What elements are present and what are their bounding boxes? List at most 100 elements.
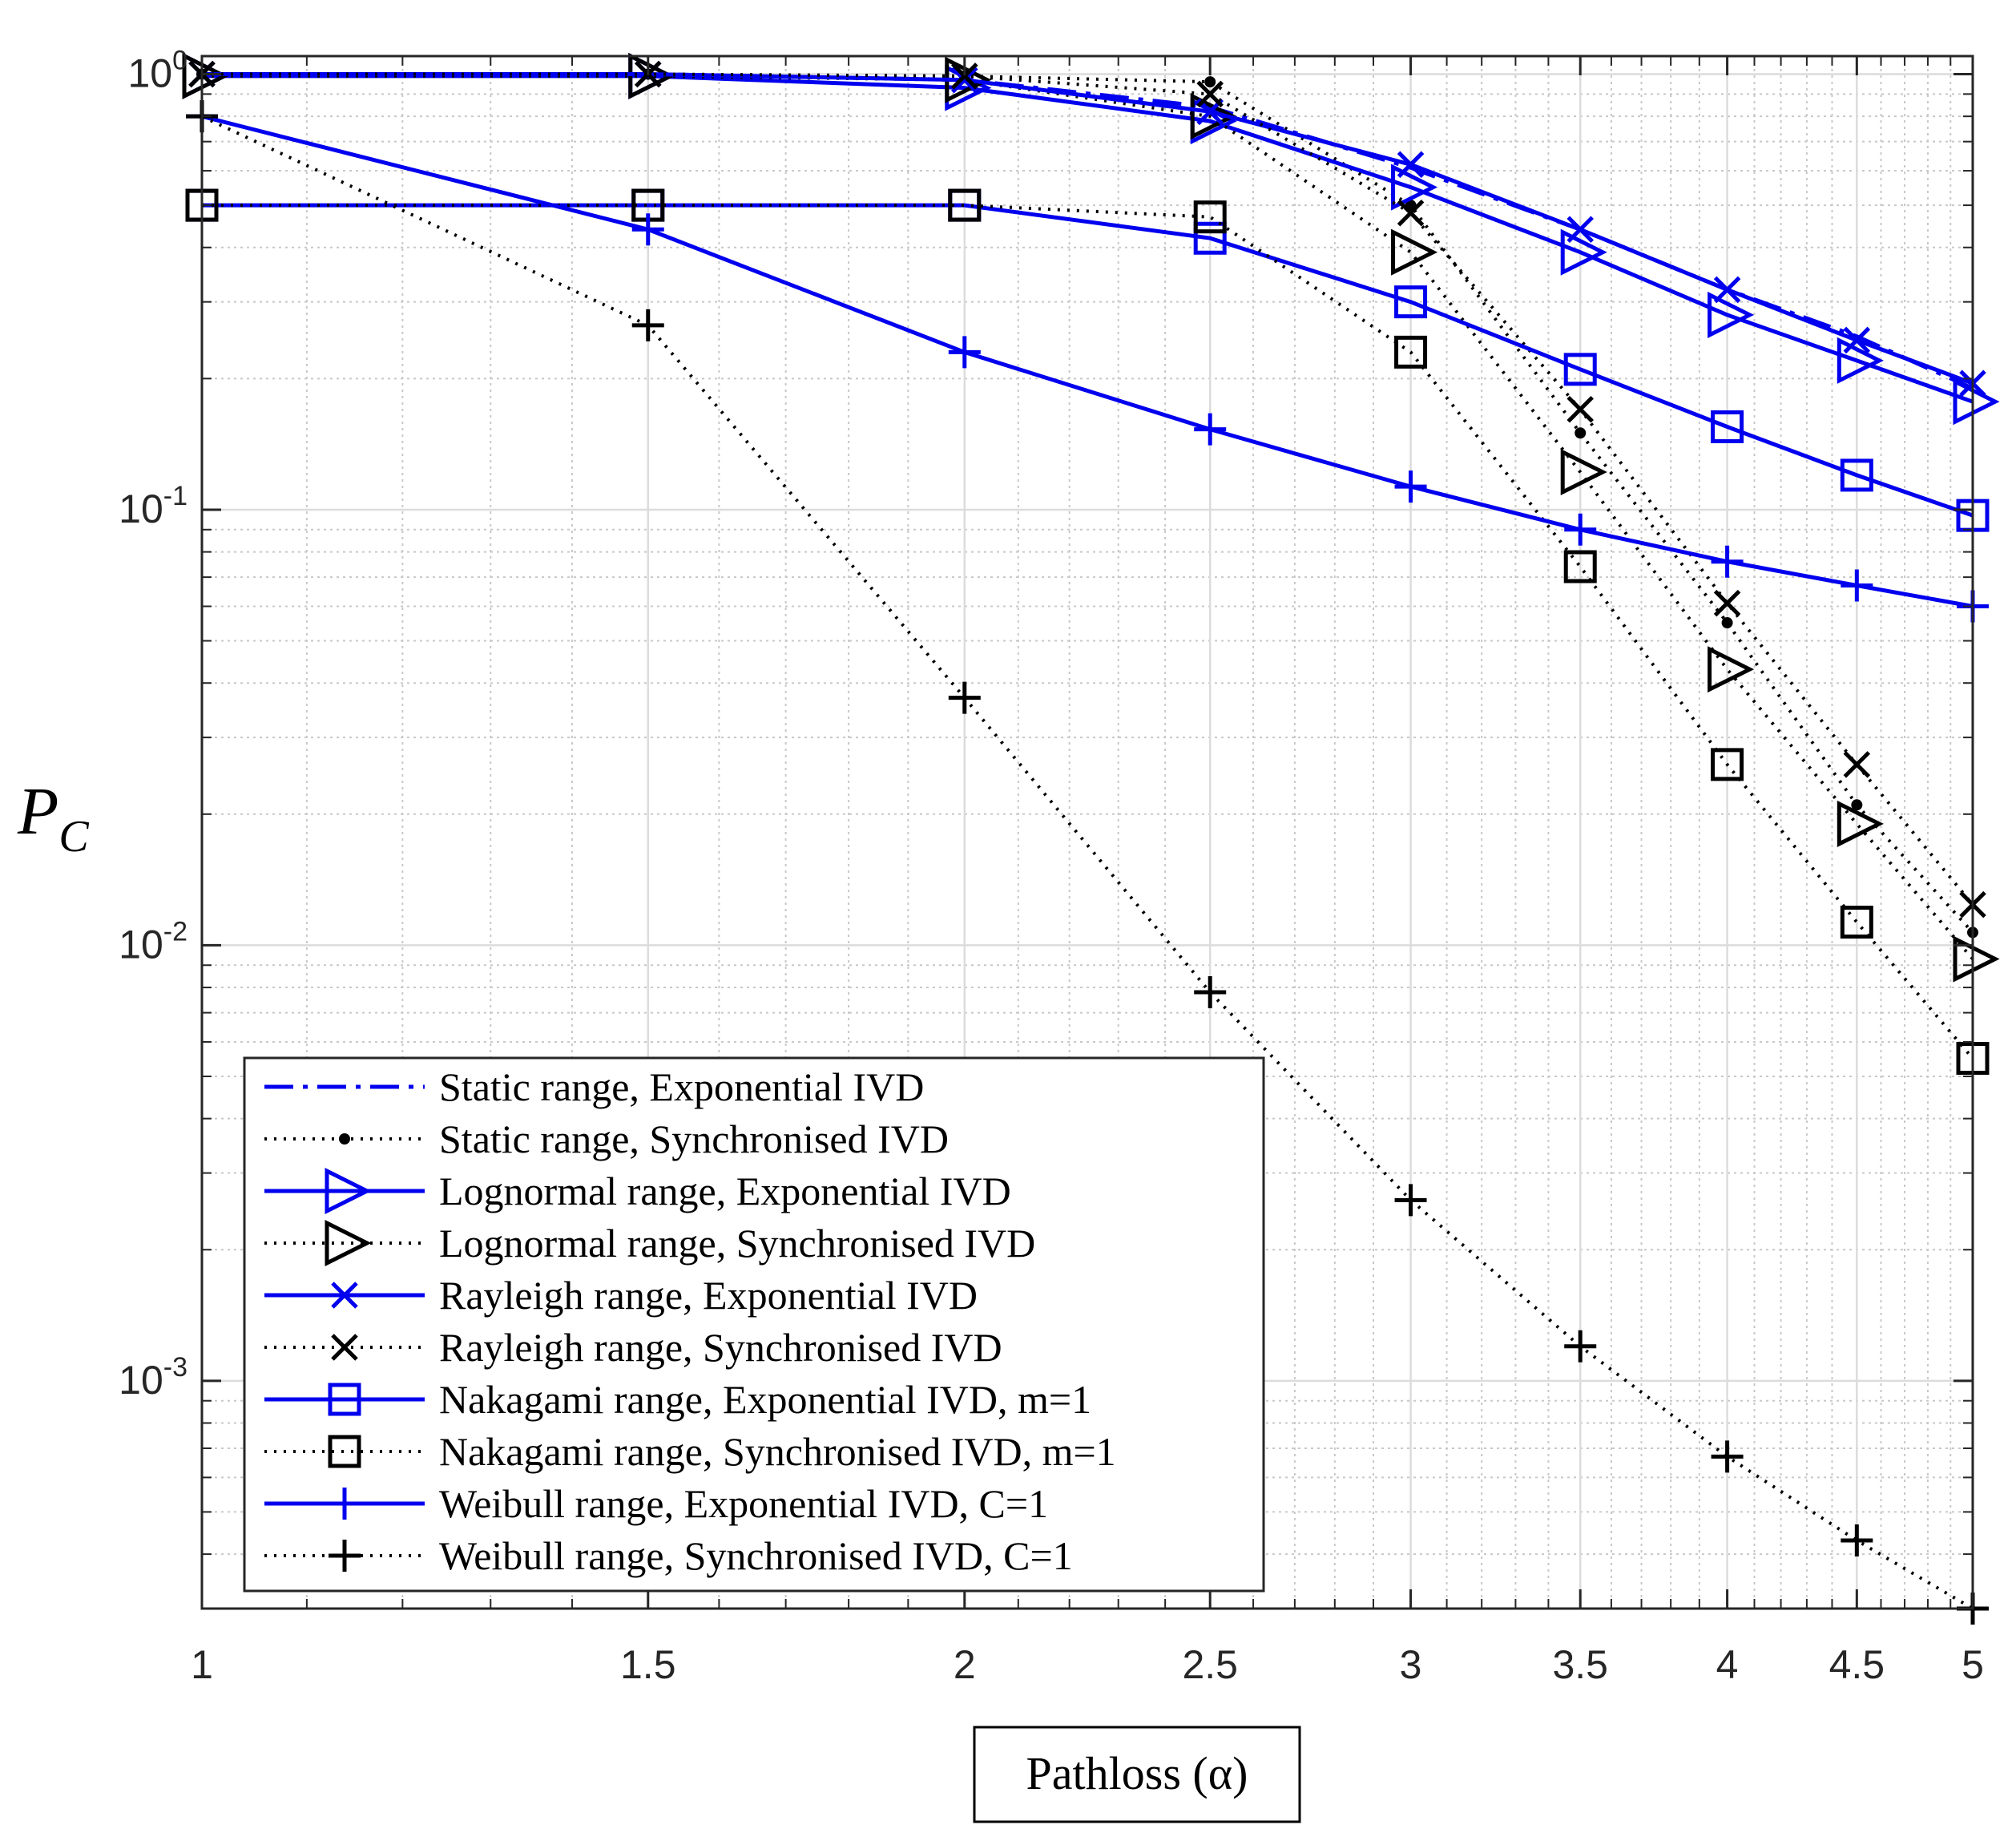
legend-entry-7: Nakagami range, Exponential IVD, m=1 [264, 1377, 1091, 1422]
triangle-marker [182, 52, 229, 99]
triangle-marker [1953, 378, 2000, 426]
square-marker [1840, 458, 1873, 492]
plus-marker [1841, 1524, 1873, 1557]
legend-label: Static range, Synchronised IVD [439, 1116, 949, 1161]
triangle-marker [1708, 646, 1755, 693]
legend-label: Lognormal range, Synchronised IVD [439, 1221, 1035, 1266]
plus-marker [631, 213, 664, 246]
y-tick-label: 10-1 [119, 481, 187, 531]
plus-marker [329, 1540, 361, 1572]
dot-marker [1574, 427, 1587, 439]
series-line [201, 115, 1974, 1610]
plus-marker [1564, 513, 1597, 546]
triangle-marker [1837, 800, 1884, 847]
plus-marker [1564, 1330, 1597, 1363]
series-line [202, 203, 1974, 518]
series-line [202, 74, 1974, 404]
legend-label: Nakagami range, Exponential IVD, m=1 [439, 1377, 1091, 1422]
plus-marker [948, 681, 981, 714]
plus-marker [1841, 569, 1873, 602]
legend-label: Static range, Exponential IVD [439, 1064, 924, 1109]
plus-marker [1394, 1184, 1427, 1217]
x-marker [331, 1334, 358, 1361]
y-tick-label: 10-2 [119, 916, 187, 967]
square-marker [1840, 906, 1873, 939]
triangle-marker [1708, 291, 1755, 338]
plus-marker [1194, 976, 1227, 1009]
square-marker [1394, 335, 1428, 369]
y-axis-label: PC [17, 774, 89, 862]
x-tick-label: 5 [1962, 1642, 1984, 1687]
series-line [202, 204, 1974, 1060]
triangle-marker [1560, 448, 1607, 496]
y-axis-label-subscript: C [58, 812, 89, 862]
legend-label: Lognormal range, Exponential IVD [439, 1169, 1011, 1213]
square-marker [1193, 200, 1227, 234]
axis-ticks [200, 56, 1974, 1609]
triangle-marker [1391, 164, 1438, 211]
x-marker [1397, 151, 1425, 179]
data-series [182, 52, 2000, 1625]
square-marker [1563, 550, 1597, 583]
y-tick-label: 10-3 [119, 1352, 187, 1403]
square-marker [1193, 221, 1227, 255]
legend-entry-2: Static range, Synchronised IVD [264, 1116, 949, 1161]
dot-marker [1851, 799, 1863, 811]
x-tick-label: 2 [954, 1642, 976, 1687]
x-marker [1566, 395, 1594, 423]
dot-marker [1204, 76, 1216, 88]
legend-entry-6: Rayleigh range, Synchronised IVD [264, 1325, 1002, 1370]
plus-marker [1194, 413, 1227, 446]
legend-label: Rayleigh range, Exponential IVD [439, 1273, 978, 1318]
plus-marker [1711, 1440, 1744, 1473]
triangle-marker [325, 1167, 372, 1215]
axes-box [200, 55, 1974, 1610]
x-marker [1196, 80, 1224, 108]
legend-entry-8: Nakagami range, Synchronised IVD, m=1 [264, 1429, 1116, 1474]
y-tick-label: 100 [127, 45, 187, 95]
legend-label: Weibull range, Synchronised IVD, C=1 [439, 1533, 1073, 1578]
legend-entry-1: Static range, Exponential IVD [264, 1064, 924, 1109]
x-tick-label: 3.5 [1552, 1642, 1608, 1687]
plus-marker [329, 1488, 361, 1520]
x-marker [1713, 276, 1741, 304]
plus-marker [1711, 545, 1744, 578]
x-marker [1566, 216, 1594, 244]
x-tick-label: 3 [1400, 1642, 1422, 1687]
x-tick-label: 2.5 [1182, 1642, 1238, 1687]
x-tick-label: 1 [191, 1642, 213, 1687]
x-tick-label: 4.5 [1829, 1642, 1885, 1687]
triangle-marker [1391, 228, 1438, 276]
legend-label: Weibull range, Exponential IVD, C=1 [439, 1481, 1048, 1526]
square-marker [1711, 748, 1744, 781]
square-marker [948, 188, 982, 222]
x-marker [1397, 199, 1425, 227]
triangle-marker [1190, 93, 1237, 140]
x-marker [1713, 589, 1741, 617]
x-axis-label-text: Pathloss (α) [1026, 1747, 1248, 1799]
legend-entry-9: Weibull range, Exponential IVD, C=1 [264, 1481, 1048, 1526]
y-axis-label-symbol: P [17, 774, 58, 849]
square-marker [1394, 285, 1428, 319]
legend-label: Rayleigh range, Synchronised IVD [439, 1325, 1002, 1370]
square-marker [328, 1383, 361, 1416]
series-8 [185, 188, 1990, 1075]
legend-entry-3: Lognormal range, Exponential IVD [264, 1167, 1011, 1215]
x-marker [1843, 326, 1871, 354]
x-marker [331, 1282, 358, 1309]
plus-marker [948, 336, 981, 369]
legend-entry-10: Weibull range, Synchronised IVD, C=1 [264, 1533, 1073, 1578]
legend: Static range, Exponential IVD Static rang… [243, 1056, 1265, 1593]
legend-entry-5: Rayleigh range, Exponential IVD [264, 1273, 978, 1318]
dot-marker [1721, 617, 1733, 629]
x-axis-label-box [973, 1726, 1301, 1823]
x-marker [951, 66, 978, 94]
x-marker [951, 63, 978, 90]
dot-marker [339, 1133, 350, 1145]
x-tick-label: 1.5 [620, 1642, 676, 1687]
legend-label: Nakagami range, Synchronised IVD, m=1 [439, 1429, 1116, 1474]
x-axis-label: Pathloss (α) [973, 1726, 1301, 1823]
plus-marker [1394, 470, 1427, 503]
plus-marker [631, 309, 664, 341]
